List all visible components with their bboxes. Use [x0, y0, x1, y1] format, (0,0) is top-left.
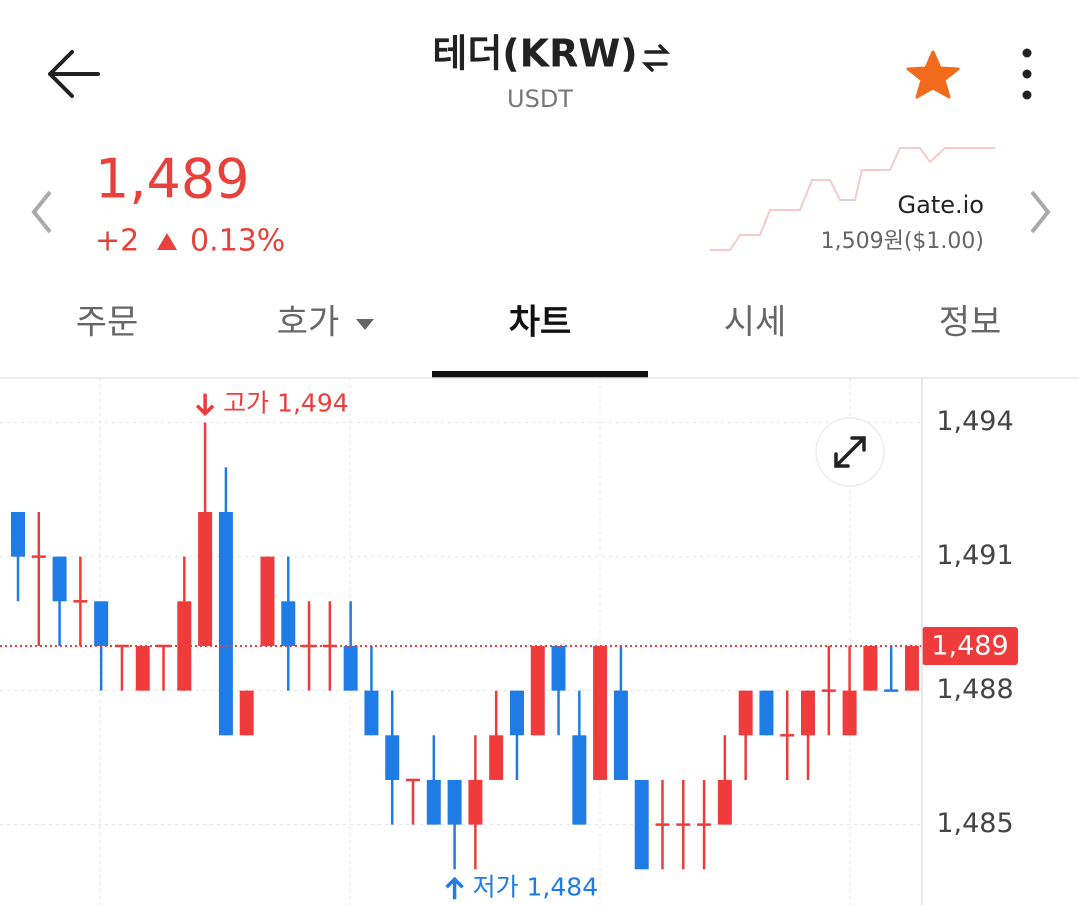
title: 테더(KRW)	[432, 32, 637, 76]
y-tick-label: 1,491	[936, 540, 1013, 571]
candle-body	[218, 511, 233, 736]
candle-body	[904, 645, 919, 691]
candle-body	[198, 511, 213, 646]
candle-body	[634, 779, 649, 870]
candle-body	[780, 734, 795, 737]
candle-body	[801, 690, 816, 736]
candle-body	[156, 644, 171, 648]
high-label: 고가 1,494	[223, 389, 349, 418]
candle-body	[52, 556, 67, 602]
tab[interactable]: 호가	[277, 303, 340, 343]
tab[interactable]: 차트	[509, 303, 572, 343]
candle-body	[343, 645, 358, 691]
candle-body	[322, 644, 337, 648]
candle-body	[281, 601, 296, 646]
high-arrow	[195, 393, 215, 417]
current-price: 1,489	[95, 148, 250, 211]
candle-body	[406, 778, 421, 782]
subtitle: USDT	[507, 85, 573, 113]
candle-body	[509, 690, 524, 736]
y-tick-label: 1,488	[936, 674, 1013, 705]
candle-body	[239, 690, 254, 736]
candle-body	[135, 645, 150, 691]
expand-icon	[834, 436, 866, 468]
candle-body	[530, 645, 545, 736]
candle-body	[31, 555, 46, 558]
candle-body	[697, 823, 712, 826]
candle-body	[551, 645, 566, 691]
candle-body	[447, 779, 462, 825]
candle-body	[426, 779, 441, 825]
next-chevron[interactable]	[1030, 190, 1051, 234]
candle-body	[11, 511, 25, 557]
dot	[1022, 48, 1032, 58]
candle-body	[94, 601, 109, 646]
active-tab-indicator	[432, 371, 648, 378]
dropdown-caret	[356, 319, 374, 330]
candle-body	[489, 735, 504, 780]
expand-button[interactable]	[815, 417, 885, 487]
reference-price: 1,509원($1.00)	[821, 229, 984, 254]
change-rate: 0.13%	[190, 224, 285, 259]
tab[interactable]: 정보	[939, 303, 1002, 343]
candle-body	[613, 690, 628, 780]
y-tick-label: 1,494	[936, 406, 1013, 437]
dot	[1022, 90, 1032, 100]
favorite-star[interactable]	[906, 50, 960, 99]
swap-arrows	[641, 44, 671, 72]
candle-body	[717, 779, 732, 825]
candle-body	[842, 690, 857, 736]
low-label: 저가 1,484	[473, 872, 599, 901]
candle-body	[655, 823, 670, 826]
dot	[1022, 69, 1032, 79]
candle-body	[468, 779, 483, 825]
price-change: +2	[95, 224, 139, 259]
back-arrow	[48, 50, 100, 98]
swap-icon[interactable]	[641, 44, 671, 72]
low-arrow	[445, 876, 464, 900]
up-triangle	[157, 233, 177, 250]
current-price-label: 1,489	[931, 630, 1008, 661]
candle-body	[572, 735, 587, 825]
tab[interactable]: 주문	[76, 303, 139, 343]
y-tick-label: 1,485	[936, 808, 1013, 839]
candle-body	[738, 690, 753, 736]
candle-body	[260, 556, 275, 646]
candle-body	[364, 690, 379, 736]
more-menu[interactable]	[1022, 48, 1032, 100]
candle-body	[302, 644, 317, 648]
candlestick-chart: 1,494 1,491 1,488 1,485 1,489 고가 1,494 저가 1,48…	[0, 378, 1018, 905]
sparkline	[710, 147, 995, 251]
candle-body	[73, 600, 88, 603]
candle-body	[863, 645, 878, 691]
candle-body	[593, 645, 608, 780]
candle-body	[821, 689, 836, 692]
current-price-badge	[922, 626, 1018, 665]
candle-body	[177, 601, 192, 691]
prev-chevron[interactable]	[31, 190, 52, 234]
candle-body	[676, 823, 691, 826]
back-button[interactable]	[48, 50, 100, 98]
candle-body	[884, 689, 899, 692]
exchange-name: Gate.io	[898, 191, 984, 219]
tab[interactable]: 시세	[724, 303, 787, 343]
candle-body	[759, 690, 774, 736]
tab-bar: 주문 호가 차트 시세 정보	[76, 303, 1002, 378]
candle-body	[385, 735, 400, 780]
